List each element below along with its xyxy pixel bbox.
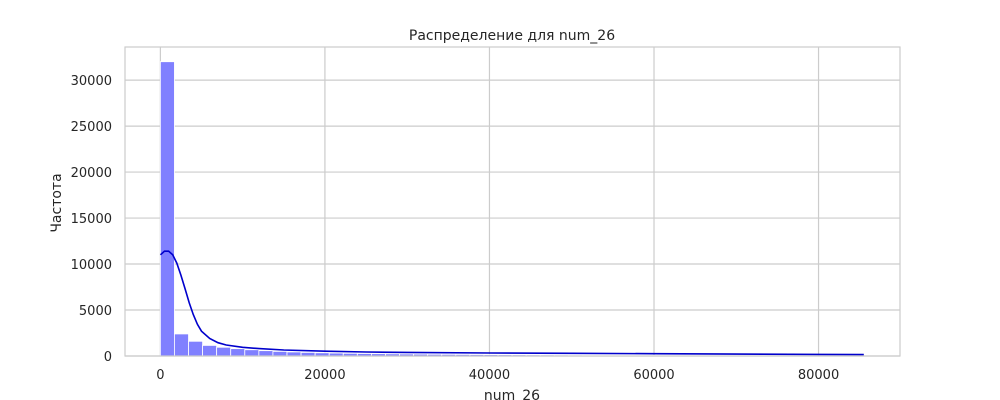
y-tick-label: 0 bbox=[104, 350, 112, 365]
histogram-bar bbox=[286, 351, 302, 357]
histogram-bar bbox=[159, 61, 175, 357]
histogram-bar bbox=[272, 351, 288, 357]
histogram-bar bbox=[244, 349, 260, 357]
y-axis-ticks: 0 5000 10000 15000 20000 25000 30000 bbox=[71, 74, 112, 365]
chart-title: Распределение для num_26 bbox=[409, 28, 615, 44]
y-tick-label: 20000 bbox=[71, 166, 112, 181]
histogram-bars bbox=[159, 61, 865, 357]
x-tick-label: 20000 bbox=[304, 368, 345, 383]
histogram-bar bbox=[216, 346, 232, 357]
y-tick-label: 5000 bbox=[79, 304, 112, 319]
x-axis-ticks: 0 20000 40000 60000 80000 bbox=[156, 368, 839, 383]
kde-curve bbox=[159, 250, 864, 356]
histogram-bar bbox=[202, 345, 218, 357]
x-tick-label: 80000 bbox=[798, 368, 839, 383]
x-axis-title: num_26 bbox=[484, 388, 540, 400]
histogram-bar bbox=[188, 340, 203, 357]
grid bbox=[125, 47, 900, 357]
y-tick-label: 10000 bbox=[71, 258, 112, 273]
histogram-bar bbox=[230, 348, 246, 357]
y-tick-label: 30000 bbox=[71, 74, 112, 89]
x-tick-label: 40000 bbox=[469, 368, 510, 383]
plot-frame bbox=[124, 46, 901, 357]
y-tick-label: 25000 bbox=[71, 120, 112, 135]
x-tick-label: 60000 bbox=[633, 368, 674, 383]
histogram-bar bbox=[174, 333, 189, 357]
y-axis-title: Частота bbox=[49, 173, 65, 232]
y-tick-label: 15000 bbox=[71, 212, 112, 227]
histogram-bar bbox=[258, 350, 274, 357]
x-tick-label: 0 bbox=[156, 368, 164, 383]
